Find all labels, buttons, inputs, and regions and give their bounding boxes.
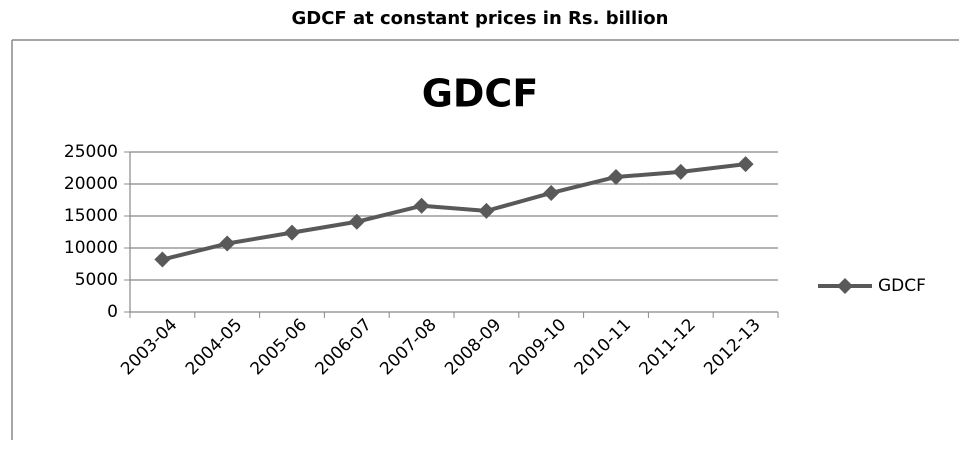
y-tick-label: 10000 — [64, 238, 118, 258]
y-tick-label: 15000 — [64, 206, 118, 226]
legend-label: GDCF — [878, 276, 926, 296]
legend-marker — [837, 278, 853, 294]
point-marker — [672, 163, 689, 180]
point-marker — [284, 224, 300, 241]
point-marker — [348, 213, 365, 230]
point-marker — [478, 202, 495, 219]
x-tick-label: 2004-05 — [182, 315, 246, 379]
x-tick-label: 2006-07 — [312, 315, 376, 379]
x-tick-label: 2005-06 — [247, 315, 311, 379]
y-tick-label: 20000 — [64, 174, 118, 194]
chart-title: GDCF — [422, 72, 539, 116]
point-marker — [154, 251, 171, 268]
x-tick-label: 2009-10 — [506, 315, 570, 379]
point-marker — [219, 235, 236, 252]
x-tick-label: 2003-04 — [117, 315, 181, 379]
point-marker — [608, 168, 624, 185]
page-title: GDCF at constant prices in Rs. billion — [292, 8, 669, 29]
x-tick-label: 2012-13 — [700, 315, 764, 379]
y-tick-label: 25000 — [64, 142, 118, 162]
x-tick-label: 2008-09 — [441, 315, 505, 379]
series-line — [161, 162, 746, 262]
point-marker — [543, 184, 560, 201]
x-tick-label: 2011-12 — [636, 315, 700, 379]
x-tick-label: 2007-08 — [376, 315, 440, 379]
y-tick-label: 5000 — [75, 270, 118, 290]
point-marker — [737, 156, 754, 173]
y-tick-label: 0 — [107, 302, 118, 322]
point-marker — [413, 197, 430, 214]
x-tick-label: 2010-11 — [571, 315, 635, 379]
